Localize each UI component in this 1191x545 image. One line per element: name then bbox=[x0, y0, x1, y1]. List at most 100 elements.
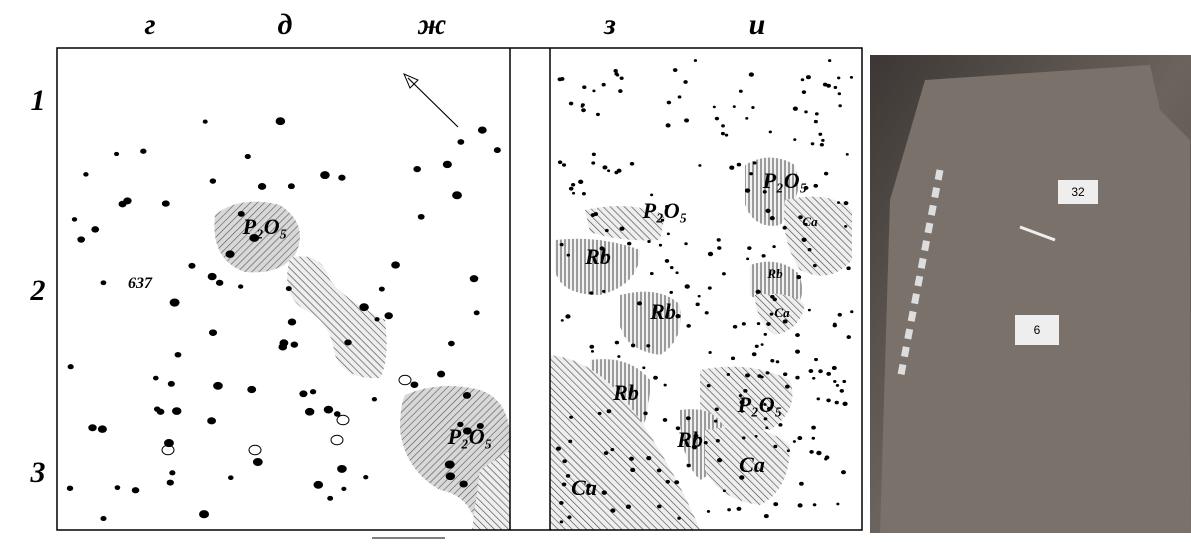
find bbox=[827, 399, 831, 402]
find bbox=[820, 144, 823, 147]
find bbox=[670, 291, 673, 293]
find bbox=[769, 131, 771, 133]
find bbox=[783, 373, 787, 376]
find bbox=[771, 295, 775, 298]
find bbox=[314, 481, 323, 488]
find bbox=[767, 407, 771, 410]
find bbox=[591, 351, 593, 353]
trench-floor bbox=[880, 65, 1191, 533]
find bbox=[154, 407, 159, 411]
find bbox=[167, 480, 173, 485]
find bbox=[753, 162, 756, 164]
find bbox=[813, 377, 815, 379]
find bbox=[746, 374, 750, 377]
find bbox=[216, 280, 222, 285]
find bbox=[761, 344, 763, 346]
find bbox=[321, 172, 330, 179]
find bbox=[824, 172, 827, 175]
find bbox=[324, 406, 332, 413]
element-label: P₂O₅ bbox=[242, 214, 288, 239]
find bbox=[214, 382, 223, 389]
find bbox=[715, 408, 718, 411]
find bbox=[651, 194, 653, 196]
find bbox=[847, 336, 851, 339]
find bbox=[798, 504, 802, 507]
find bbox=[802, 238, 806, 241]
find bbox=[667, 101, 671, 104]
find bbox=[739, 395, 741, 397]
find bbox=[717, 239, 720, 242]
find bbox=[101, 281, 106, 285]
find bbox=[810, 451, 813, 454]
find bbox=[342, 487, 346, 490]
find bbox=[666, 205, 669, 207]
element-label: P₂O₅ bbox=[762, 168, 808, 193]
find bbox=[618, 356, 620, 358]
find bbox=[822, 139, 825, 141]
find bbox=[723, 490, 725, 492]
find bbox=[779, 424, 782, 427]
find bbox=[115, 152, 119, 155]
find bbox=[727, 373, 729, 375]
find bbox=[796, 376, 799, 379]
find bbox=[766, 209, 770, 212]
find bbox=[345, 340, 351, 345]
find bbox=[725, 134, 728, 136]
find bbox=[615, 341, 618, 344]
find bbox=[851, 311, 853, 313]
find bbox=[616, 74, 618, 76]
grid-labels: г д ж з и 1 2 3 bbox=[30, 8, 766, 489]
find bbox=[774, 503, 778, 506]
find bbox=[675, 481, 679, 484]
element-label: Rb bbox=[676, 427, 703, 452]
find bbox=[744, 390, 747, 393]
find bbox=[253, 458, 262, 465]
element-label: Rb bbox=[766, 266, 783, 281]
find bbox=[687, 324, 691, 327]
find bbox=[673, 69, 677, 72]
find bbox=[811, 143, 814, 145]
find bbox=[418, 214, 424, 219]
find bbox=[834, 381, 836, 383]
find bbox=[663, 419, 667, 422]
find bbox=[776, 361, 779, 363]
find bbox=[614, 70, 617, 73]
find bbox=[813, 265, 816, 267]
element-label: Ca bbox=[802, 214, 818, 229]
find bbox=[385, 313, 392, 319]
find bbox=[832, 366, 836, 369]
find bbox=[836, 384, 838, 386]
find bbox=[411, 382, 418, 387]
find bbox=[827, 84, 831, 87]
find bbox=[749, 73, 753, 76]
find bbox=[766, 372, 769, 374]
find bbox=[175, 352, 181, 357]
find bbox=[474, 311, 479, 315]
find bbox=[796, 334, 800, 337]
find bbox=[98, 426, 106, 432]
find bbox=[92, 227, 99, 232]
find bbox=[562, 164, 565, 166]
row-label: 1 bbox=[31, 84, 46, 117]
find bbox=[717, 459, 721, 462]
find bbox=[737, 163, 740, 166]
find bbox=[707, 510, 709, 512]
find bbox=[203, 120, 207, 123]
tag-text: 32 bbox=[1071, 185, 1085, 199]
find bbox=[657, 469, 661, 472]
find bbox=[569, 187, 573, 190]
find bbox=[747, 258, 749, 260]
find bbox=[808, 309, 810, 311]
find bbox=[730, 166, 734, 169]
find bbox=[666, 480, 670, 483]
find bbox=[696, 303, 699, 306]
find bbox=[593, 90, 595, 92]
find bbox=[704, 441, 707, 443]
find bbox=[709, 352, 711, 354]
find bbox=[827, 372, 831, 375]
find bbox=[200, 511, 209, 518]
find bbox=[229, 476, 234, 480]
find bbox=[591, 214, 595, 217]
find bbox=[785, 385, 789, 388]
find bbox=[648, 241, 650, 243]
